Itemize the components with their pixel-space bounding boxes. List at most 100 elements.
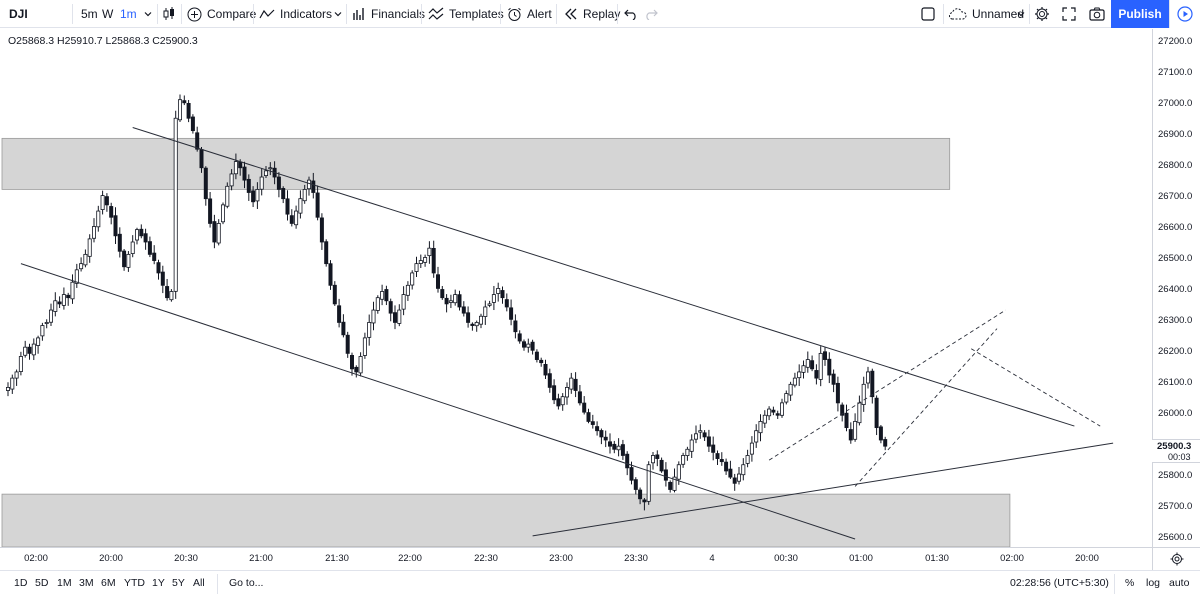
trendline[interactable] (20, 263, 856, 540)
ohlc-legend: O25868.3 H25910.7 L25868.3 C25900.3 (8, 35, 198, 47)
candle (251, 186, 256, 208)
templates-icon (428, 7, 444, 20)
range-5d[interactable]: 5D (35, 577, 49, 589)
time-tick: 20:00 (1075, 553, 1099, 564)
interval-5m[interactable]: 5m (81, 0, 98, 28)
candle (66, 292, 71, 306)
candle (827, 352, 832, 384)
time-tick: 01:30 (925, 553, 949, 564)
candle (513, 314, 518, 339)
dashed-trendline[interactable] (970, 348, 1101, 427)
candle (711, 436, 716, 461)
cloud-icon (948, 8, 967, 20)
interval-dropdown[interactable] (143, 0, 153, 28)
time-axis[interactable]: 02:00 20:00 20:30 21:00 21:30 22:00 22:3… (0, 547, 1152, 570)
candle (83, 249, 88, 268)
candle (134, 227, 139, 245)
interval-1m[interactable]: 1m (120, 0, 137, 28)
range-3m[interactable]: 3M (79, 577, 94, 589)
candle (620, 439, 625, 460)
candle (319, 213, 324, 250)
alert-button[interactable]: Alert (507, 0, 552, 28)
auto-scale-toggle[interactable]: auto (1169, 577, 1190, 589)
goto-button[interactable]: Go to... (229, 577, 264, 589)
candle (754, 424, 759, 448)
clock-timezone[interactable]: 02:28:56 (UTC+5:30) (1010, 577, 1109, 589)
symbol-search[interactable]: DJI (9, 0, 28, 28)
candle (40, 322, 45, 341)
log-scale-toggle[interactable]: log (1146, 577, 1161, 589)
interval-w[interactable]: W (102, 0, 113, 28)
settings-button[interactable] (1034, 0, 1050, 28)
candle (668, 480, 673, 493)
layout-dropdown[interactable] (1016, 0, 1026, 28)
supply-demand-zone[interactable] (1, 137, 951, 190)
dashed-trendline[interactable] (768, 309, 1006, 461)
candle (285, 190, 290, 221)
templates-button[interactable]: Templates (428, 0, 504, 28)
candle (358, 352, 363, 377)
price-chart[interactable] (0, 29, 1152, 547)
publish-menu-button[interactable] (1169, 0, 1200, 28)
time-tick: 20:30 (174, 553, 198, 564)
replay-button[interactable]: Replay (564, 0, 620, 28)
interval-5m-label: 5m (81, 7, 98, 21)
candle (122, 249, 127, 271)
candle (706, 429, 711, 453)
range-1d[interactable]: 1D (14, 577, 28, 589)
undo-button[interactable] (624, 0, 638, 28)
undo-icon (624, 9, 636, 20)
price-tick: 26000.0 (1158, 408, 1193, 419)
toolbar-divider (181, 4, 182, 24)
candle (831, 369, 836, 393)
candle (212, 214, 217, 249)
publish-button[interactable]: Publish (1111, 0, 1169, 28)
financials-button[interactable]: Financials (352, 0, 425, 28)
range-ytd[interactable]: YTD (124, 577, 145, 589)
range-1y[interactable]: 1Y (152, 577, 165, 589)
candle (113, 207, 118, 244)
candle (427, 241, 432, 264)
candle (143, 228, 148, 250)
time-tick: 01:00 (849, 553, 873, 564)
redo-button[interactable] (644, 0, 658, 28)
range-all[interactable]: All (193, 577, 205, 589)
candle (186, 99, 191, 123)
candle (152, 245, 157, 265)
supply-demand-zone[interactable] (1, 493, 1011, 547)
candle (337, 298, 342, 328)
layout-name-button[interactable]: Unnamed (947, 0, 1024, 28)
trendline[interactable] (132, 127, 1075, 427)
candle (229, 169, 234, 191)
toolbar-divider (500, 4, 501, 24)
last-price-tag: 25900.3 00:03 (1152, 439, 1200, 464)
price-axis[interactable]: 27200.0 27100.0 27000.0 26900.0 26800.0 … (1152, 29, 1200, 547)
chevron-down-icon (334, 12, 342, 17)
candle (74, 263, 79, 288)
axis-settings-button[interactable] (1152, 547, 1200, 570)
fullscreen-toggle[interactable] (921, 0, 935, 28)
candle (534, 349, 539, 363)
range-5y[interactable]: 5Y (172, 577, 185, 589)
chart-pane[interactable]: O25868.3 H25910.7 L25868.3 C25900.3 (0, 29, 1152, 547)
dashed-trendline[interactable] (854, 328, 998, 487)
range-6m[interactable]: 6M (101, 577, 116, 589)
candle (848, 422, 853, 444)
candle (92, 218, 97, 243)
fullscreen-button[interactable] (1062, 0, 1076, 28)
compare-button[interactable]: Compare (187, 0, 256, 28)
candle (878, 425, 883, 444)
candle (749, 436, 754, 462)
snapshot-button[interactable] (1089, 0, 1105, 28)
trendline[interactable] (532, 442, 1114, 537)
indicators-button[interactable]: Indicators (259, 0, 332, 28)
range-1m[interactable]: 1M (57, 577, 72, 589)
candle (388, 298, 393, 322)
chart-type-button[interactable] (161, 0, 177, 28)
percent-scale-toggle[interactable]: % (1125, 577, 1135, 589)
candle (715, 450, 720, 466)
candle (70, 274, 75, 304)
indicators-dropdown[interactable] (333, 0, 343, 28)
candle (728, 460, 733, 479)
candle (509, 299, 514, 326)
